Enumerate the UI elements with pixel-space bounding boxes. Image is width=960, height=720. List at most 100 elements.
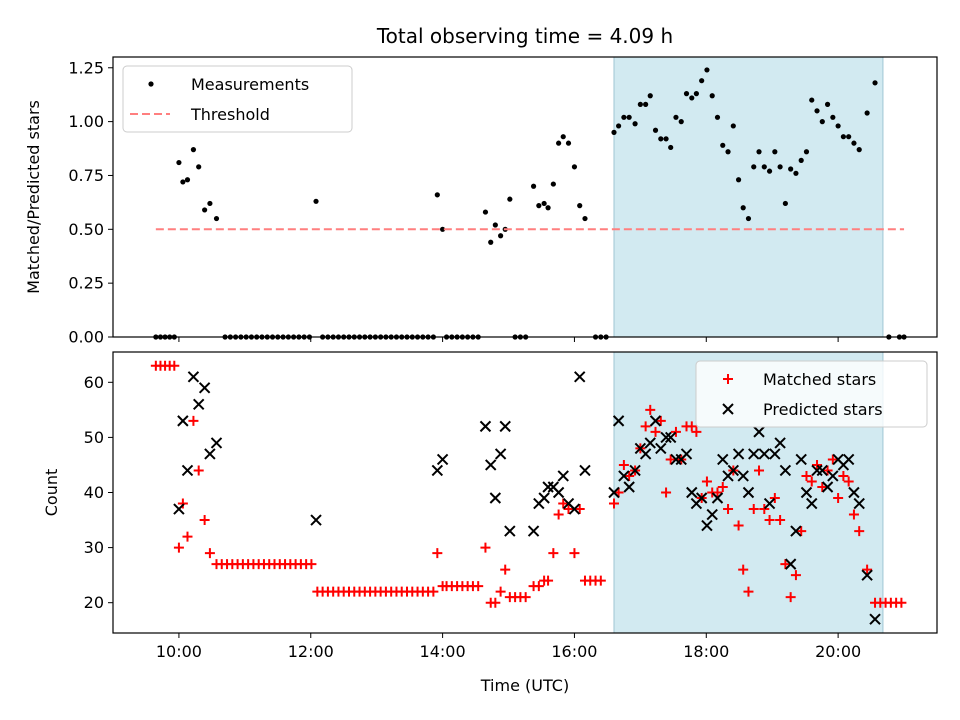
measurement-point xyxy=(673,114,679,120)
predicted-star-point xyxy=(711,492,724,504)
y-axis-label: Matched/Predicted stars xyxy=(24,100,43,294)
matched-star-point xyxy=(495,586,506,597)
legend: Matched stars Predicted stars xyxy=(695,360,928,428)
predicted-star-point xyxy=(644,437,656,449)
predicted-star-point xyxy=(173,503,185,515)
predicted-star-point xyxy=(779,464,792,477)
predicted-star-point xyxy=(827,470,839,482)
predicted-star-point xyxy=(618,470,630,482)
matched-star-point xyxy=(661,487,672,498)
matched-star-point xyxy=(533,581,544,592)
predicted-star-point xyxy=(538,492,550,504)
predicted-star-point xyxy=(753,426,765,438)
matched-star-point xyxy=(480,542,491,553)
predicted-star-point xyxy=(557,470,569,482)
matched-star-point xyxy=(733,520,744,531)
measurement-point xyxy=(643,101,649,107)
matched-star-point xyxy=(553,509,564,520)
matched-star-point xyxy=(806,476,817,487)
predicted-star-point xyxy=(695,492,708,504)
x-tick-label: 14:00 xyxy=(420,642,466,661)
measurement-point xyxy=(560,134,566,140)
matched-star-point xyxy=(896,597,907,608)
matched-star-point xyxy=(640,421,651,432)
predicted-star-point xyxy=(861,569,873,581)
measurement-point xyxy=(313,198,319,204)
measurement-point xyxy=(530,183,537,189)
measurement-point xyxy=(751,164,757,170)
measurement-point xyxy=(652,127,659,133)
measurement-point xyxy=(550,181,556,187)
matched-star-point xyxy=(759,504,770,515)
measurement-point xyxy=(434,192,440,198)
predicted-star-point xyxy=(848,486,860,499)
matched-star-point xyxy=(204,548,215,559)
matched-star-point xyxy=(500,564,511,575)
matched-star-point xyxy=(543,575,554,586)
predicted-star-point xyxy=(806,497,818,510)
matched-star-point xyxy=(723,504,734,515)
predicted-star-point xyxy=(784,558,797,570)
x-tick-label: 16:00 xyxy=(551,642,597,661)
matched-star-point xyxy=(738,564,749,575)
measurement-point xyxy=(621,114,627,120)
predicted-star-point xyxy=(853,497,865,510)
y-tick-label: 0.75 xyxy=(68,166,104,185)
y-tick-label: 1.00 xyxy=(68,112,104,131)
measurement-point xyxy=(704,67,710,73)
measurement-point xyxy=(851,140,857,146)
matched-star-point xyxy=(520,592,531,603)
predicted-star-point xyxy=(187,371,200,383)
matched-star-point xyxy=(182,531,193,542)
matched-star-point xyxy=(665,454,676,465)
measurement-point xyxy=(582,215,588,222)
predicted-star-point xyxy=(579,464,591,477)
measurement-point xyxy=(772,149,778,155)
predicted-star-point xyxy=(431,464,444,477)
measurement-point xyxy=(814,108,820,114)
predicted-star-point xyxy=(737,470,749,482)
measurement-point xyxy=(714,114,721,120)
matched-star-point xyxy=(432,548,443,559)
measurement-point xyxy=(689,95,695,101)
matched-star-point xyxy=(670,426,681,437)
measurement-point xyxy=(830,114,836,120)
matched-star-point xyxy=(833,493,844,504)
predicted-star-point xyxy=(623,481,635,493)
legend-measurement-key xyxy=(148,81,154,87)
predicted-star-point xyxy=(499,420,511,433)
matched-star-point xyxy=(838,470,849,481)
matched-star-point xyxy=(574,504,585,515)
matched-star-point xyxy=(306,559,317,570)
measurement-point xyxy=(180,179,186,185)
measurement-point xyxy=(647,93,653,99)
measurement-point xyxy=(536,203,542,209)
y-tick-label: 0.00 xyxy=(68,328,104,347)
measurement-point xyxy=(571,164,578,170)
predicted-star-point xyxy=(552,486,565,499)
measurement-point xyxy=(730,123,736,129)
y-axis-label: Count xyxy=(42,469,61,517)
legend-label: Predicted stars xyxy=(763,400,883,419)
y-tick-label: 50 xyxy=(84,428,104,447)
y-tick-label: 30 xyxy=(84,538,104,557)
matched-star-point xyxy=(650,426,661,437)
x-axis-label: Time (UTC) xyxy=(480,676,569,695)
matched-star-point xyxy=(558,498,569,509)
measurement-point xyxy=(803,149,810,155)
matched-star-point xyxy=(173,542,184,553)
matched-star-point xyxy=(645,404,656,415)
predicted-star-point xyxy=(758,448,770,460)
y-tick-label: 20 xyxy=(84,593,104,612)
predicted-star-point xyxy=(210,437,223,449)
measurement-point xyxy=(840,134,846,140)
predicted-star-point xyxy=(680,448,693,460)
predicted-star-point xyxy=(489,492,502,504)
predicted-star-point xyxy=(821,481,834,493)
matched-star-point xyxy=(785,592,796,603)
matched-star-point xyxy=(618,459,629,470)
measurement-point xyxy=(798,157,804,163)
predicted-star-point xyxy=(177,415,189,427)
x-tick-label: 12:00 xyxy=(288,642,334,661)
matched-star-point xyxy=(796,526,807,537)
